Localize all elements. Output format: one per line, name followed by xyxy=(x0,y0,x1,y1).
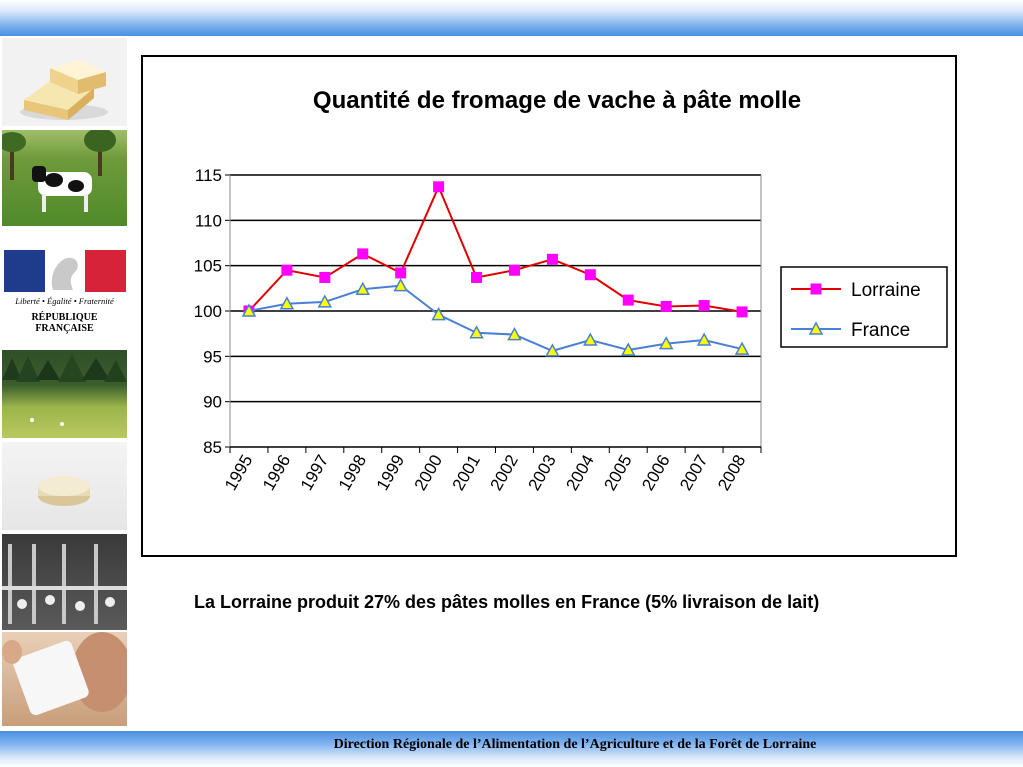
lorraine-point xyxy=(736,306,748,318)
y-tick-label: 95 xyxy=(203,347,222,366)
legend-box xyxy=(780,266,948,348)
lorraine-point xyxy=(395,267,407,279)
france-point xyxy=(469,325,484,339)
lorraine-point xyxy=(584,269,596,281)
x-tick-label: 1996 xyxy=(259,452,294,494)
footer-text: Direction Régionale de l’Alimentation de… xyxy=(333,737,817,752)
france-point xyxy=(658,336,674,350)
photo-sidebar: Liberté • Égalité • Fraternité RÉPUBLIQU… xyxy=(0,38,128,728)
lorraine-point xyxy=(433,181,445,193)
y-tick-label: 105 xyxy=(194,257,222,276)
y-tick-label: 90 xyxy=(203,393,222,412)
bottom-banner xyxy=(0,731,1023,767)
lorraine-line xyxy=(248,184,743,313)
x-tick-label: 1997 xyxy=(297,452,332,494)
x-tick-label: 2005 xyxy=(600,452,635,494)
lorraine-point xyxy=(357,248,369,260)
x-tick-label: 2002 xyxy=(487,452,522,494)
forest-meadow-image xyxy=(2,350,127,438)
x-tick-label: 1995 xyxy=(221,452,256,494)
france-point xyxy=(620,342,636,356)
lorraine-point xyxy=(622,294,634,306)
y-tick-label: 110 xyxy=(195,211,222,230)
france-point xyxy=(583,332,598,346)
top-banner xyxy=(0,0,1023,36)
chart-caption: La Lorraine produit 27% des pâtes molles… xyxy=(194,592,820,612)
cows-in-orchard-image xyxy=(2,130,127,226)
france-point xyxy=(431,307,446,321)
x-tick-label: 2008 xyxy=(714,452,749,494)
france-point xyxy=(279,296,295,310)
lorraine-point xyxy=(281,264,293,276)
cheese-wedge-image xyxy=(2,38,127,126)
x-tick-label: 2003 xyxy=(524,452,559,494)
france-point xyxy=(696,332,712,346)
france-point xyxy=(355,281,371,295)
x-tick-label: 2001 xyxy=(449,452,484,494)
lorraine-point xyxy=(319,271,331,283)
france-point xyxy=(241,303,257,317)
x-tick-label: 1999 xyxy=(373,452,408,494)
child-drinking-milk-image xyxy=(2,632,127,726)
legend-lorraine-label: Lorraine xyxy=(851,280,921,301)
line-chart: Quantité de fromage de vache à pâte moll… xyxy=(194,87,948,494)
legend-lorraine-marker xyxy=(810,283,822,295)
round-cheese-image xyxy=(2,442,127,530)
france-point xyxy=(545,343,560,357)
y-tick-label: 85 xyxy=(203,438,222,457)
milking-parlor-image xyxy=(2,534,127,630)
x-tick-label: 2000 xyxy=(411,452,446,494)
legend-france-marker xyxy=(808,321,824,335)
y-tick-label: 100 xyxy=(194,302,222,321)
france-point xyxy=(317,294,333,308)
y-tick-label: 115 xyxy=(195,166,222,185)
lorraine-point xyxy=(660,300,672,312)
x-tick-label: 1998 xyxy=(335,452,370,494)
lorraine-point xyxy=(508,264,520,276)
lorraine-point xyxy=(546,253,558,265)
logo-motto: Liberté • Égalité • Fraternité xyxy=(15,296,114,306)
x-tick-label: 2004 xyxy=(562,452,597,494)
france-point xyxy=(393,278,408,292)
republique-francaise-logo: Liberté • Égalité • Fraternité RÉPUBLIQU… xyxy=(2,246,127,334)
lorraine-point xyxy=(471,271,483,283)
x-tick-label: 2007 xyxy=(676,452,711,494)
france-point xyxy=(507,327,522,341)
france-point xyxy=(734,341,750,355)
lorraine-point xyxy=(698,300,710,312)
france-line xyxy=(248,284,743,352)
chart-title: Quantité de fromage de vache à pâte moll… xyxy=(313,87,801,114)
legend-france-label: France xyxy=(851,320,910,341)
logo-name: RÉPUBLIQUE FRANÇAISE xyxy=(31,312,98,334)
chart-frame: Quantité de fromage de vache à pâte moll… xyxy=(141,55,957,557)
x-tick-label: 2006 xyxy=(638,452,673,494)
